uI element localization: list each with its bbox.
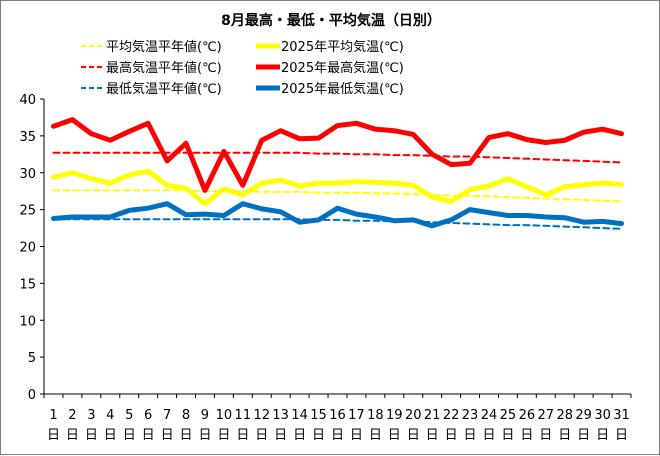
- x-tick-label: 15: [310, 408, 327, 423]
- x-tick-label: 6: [144, 408, 152, 423]
- x-tick-label: 8: [182, 408, 190, 423]
- x-tick-label: 19: [386, 408, 403, 423]
- x-tick-label: 14: [291, 408, 308, 423]
- y-tick-label: 30: [19, 167, 36, 182]
- x-tick-day-suffix: 日: [615, 428, 628, 443]
- x-tick-label: 27: [538, 408, 555, 423]
- legend-label: 最低気温平年値(℃): [106, 81, 222, 97]
- series-line-0-normal: [52, 189, 623, 203]
- x-tick-label: 24: [481, 408, 498, 423]
- x-tick-day-suffix: 日: [85, 428, 98, 443]
- y-tick-label: 10: [19, 314, 36, 329]
- x-tick-label: 5: [125, 408, 133, 423]
- x-tick-label: 30: [594, 408, 611, 423]
- x-tick-day-suffix: 日: [198, 428, 211, 443]
- x-tick-day-suffix: 日: [217, 428, 230, 443]
- x-tick-day-suffix: 日: [293, 428, 306, 443]
- legend-label: 2025年平均気温(℃): [281, 39, 404, 55]
- x-tick-day-suffix: 日: [464, 428, 477, 443]
- y-tick-label: 35: [19, 130, 36, 145]
- x-tick-day-suffix: 日: [47, 428, 60, 443]
- series-line-1-actual: [51, 168, 624, 207]
- series-line-4-normal: [52, 218, 623, 230]
- x-tick-label: 21: [424, 408, 441, 423]
- x-tick-label: 17: [348, 408, 365, 423]
- x-tick-day-suffix: 日: [369, 428, 382, 443]
- x-tick-label: 9: [201, 408, 209, 423]
- x-tick-label: 4: [106, 408, 114, 423]
- x-tick-label: 23: [462, 408, 479, 423]
- x-tick-day-suffix: 日: [407, 428, 420, 443]
- x-tick-label: 16: [329, 408, 346, 423]
- x-tick-day-suffix: 日: [274, 428, 287, 443]
- legend-label: 平均気温平年値(℃): [106, 39, 222, 55]
- series-line-2-normal: [52, 151, 623, 164]
- x-tick-day-suffix: 日: [388, 428, 401, 443]
- y-tick-label: 25: [19, 204, 36, 219]
- x-tick-day-suffix: 日: [123, 428, 136, 443]
- x-tick-label: 7: [163, 408, 171, 423]
- x-tick-label: 25: [500, 408, 517, 423]
- legend: 平均気温平年値(℃) 2025年平均気温(℃) 最高気温平年値(℃) 2025年最高気…: [81, 39, 404, 97]
- x-tick-day-suffix: 日: [596, 428, 609, 443]
- x-tick-day-suffix: 日: [255, 428, 268, 443]
- x-tick-day-suffix: 日: [180, 428, 193, 443]
- x-tick-day-suffix: 日: [558, 428, 571, 443]
- x-tick-day-suffix: 日: [236, 428, 249, 443]
- y-axis: 0 5 10 15 20 25 30 35 40: [19, 93, 45, 403]
- x-tick-label: 10: [216, 408, 233, 423]
- y-tick-label: 40: [19, 93, 36, 108]
- x-tick-label: 12: [253, 408, 270, 423]
- y-tick-label: 20: [19, 241, 36, 256]
- x-tick-day-suffix: 日: [539, 428, 552, 443]
- y-tick-label: 5: [28, 351, 36, 366]
- x-tick-label: 29: [575, 408, 592, 423]
- x-tick-day-suffix: 日: [577, 428, 590, 443]
- x-tick-label: 28: [556, 408, 573, 423]
- x-axis: 1日2日3日4日5日6日7日8日9日10日11日12日13日14日15日16日1…: [43, 393, 632, 443]
- x-tick-day-suffix: 日: [445, 428, 458, 443]
- legend-label: 2025年最高気温(℃): [281, 60, 404, 76]
- y-tick-label: 15: [19, 277, 36, 292]
- x-tick-day-suffix: 日: [331, 428, 344, 443]
- x-tick-label: 11: [235, 408, 252, 423]
- x-tick-label: 1: [49, 408, 57, 423]
- x-tick-label: 31: [613, 408, 630, 423]
- x-tick-day-suffix: 日: [350, 428, 363, 443]
- chart-title: 8月最高・最低・平均気温（日別）: [221, 12, 441, 29]
- x-tick-label: 18: [367, 408, 384, 423]
- x-tick-label: 13: [272, 408, 289, 423]
- legend-label: 2025年最低気温(℃): [281, 81, 404, 97]
- x-tick-day-suffix: 日: [142, 428, 155, 443]
- legend-label: 最高気温平年値(℃): [106, 60, 222, 76]
- x-tick-day-suffix: 日: [426, 428, 439, 443]
- y-tick-label: 0: [28, 388, 36, 403]
- x-tick-day-suffix: 日: [482, 428, 495, 443]
- series-line-3-actual: [51, 117, 624, 193]
- x-tick-label: 26: [519, 408, 536, 423]
- x-tick-day-suffix: 日: [312, 428, 325, 443]
- x-tick-label: 2: [68, 408, 76, 423]
- series-line-5-actual: [51, 201, 624, 229]
- x-tick-day-suffix: 日: [161, 428, 174, 443]
- x-tick-label: 22: [443, 408, 460, 423]
- x-tick-day-suffix: 日: [104, 428, 117, 443]
- x-tick-day-suffix: 日: [501, 428, 514, 443]
- x-tick-label: 20: [405, 408, 422, 423]
- x-tick-day-suffix: 日: [520, 428, 533, 443]
- x-tick-label: 3: [87, 408, 95, 423]
- x-tick-day-suffix: 日: [66, 428, 79, 443]
- series-layer: [51, 117, 624, 230]
